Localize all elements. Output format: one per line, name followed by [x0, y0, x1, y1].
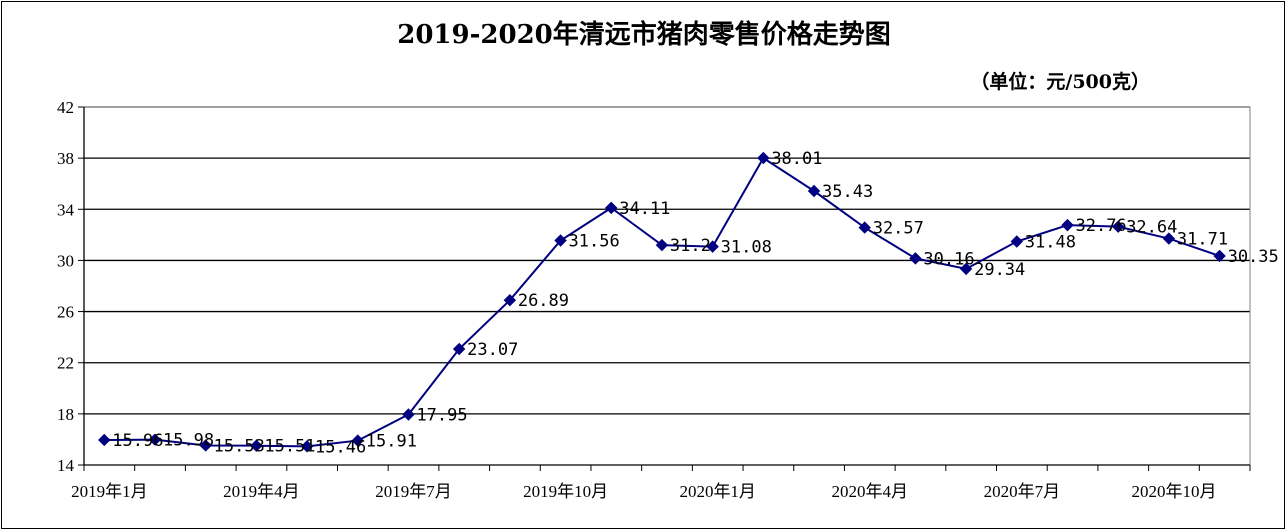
x-tick-label: 2020年4月 [832, 482, 909, 501]
x-tick-label: 2019年7月 [375, 482, 452, 501]
data-point [452, 342, 466, 356]
data-point [858, 221, 871, 234]
data-label: 23.07 [467, 340, 518, 360]
data-label: 30.16 [923, 249, 974, 269]
data-points [98, 151, 1226, 453]
data-point [959, 262, 973, 276]
data-label: 32.76 [1075, 216, 1126, 236]
data-point [909, 252, 922, 265]
data-label: 32.57 [873, 219, 924, 239]
data-label: 31.56 [569, 231, 620, 251]
data-point [300, 440, 314, 453]
data-point [199, 439, 212, 452]
data-point [807, 184, 821, 198]
data-label: 31.08 [721, 238, 772, 258]
data-label: 35.43 [822, 182, 873, 202]
plot-border [83, 106, 1251, 466]
data-point [250, 439, 263, 452]
data-label: 15.96 [112, 431, 163, 451]
data-labels: 15.96 15.98 15.53 15.51 15.46 15.91 17.95 23.07… [112, 149, 1278, 457]
chart-title: 2019-2020年清远市猪肉零售价格走势图 [397, 20, 891, 50]
data-point [1111, 220, 1125, 233]
data-label: 17.95 [416, 405, 467, 425]
x-tick-label: 2019年10月 [523, 482, 608, 501]
y-tick-label: 34 [57, 200, 75, 219]
y-tick-labels: 14 18 22 26 30 34 38 42 [57, 98, 75, 475]
y-tick-label: 18 [57, 405, 74, 424]
data-label: 31.71 [1177, 230, 1228, 250]
x-tick-label: 2020年10月 [1131, 482, 1216, 501]
y-tick-label: 30 [57, 251, 74, 270]
data-label: 31.2 [670, 236, 711, 256]
data-point [1061, 218, 1074, 232]
data-label: 38.01 [771, 149, 822, 169]
data-point [706, 240, 719, 253]
y-tick-label: 22 [57, 354, 74, 373]
data-label: 15.98 [163, 431, 214, 451]
x-tick-label: 2020年7月 [984, 482, 1061, 501]
data-point [98, 433, 111, 447]
data-label: 15.91 [366, 432, 417, 452]
data-point [148, 433, 162, 446]
data-label: 15.53 [214, 436, 265, 456]
data-point [655, 238, 669, 252]
data-point [1213, 249, 1226, 263]
y-tick-label: 42 [57, 98, 74, 117]
data-point [503, 293, 517, 307]
y-tick-label: 26 [57, 303, 74, 322]
data-label: 15.51 [264, 437, 315, 457]
y-tick-label: 38 [57, 149, 74, 168]
x-tick-label: 2019年4月 [223, 482, 300, 501]
x-tick-labels: 2019年1月 2019年4月 2019年7月 2019年10月 2020年1月 2020… [71, 482, 1216, 501]
data-label: 30.35 [1228, 247, 1279, 267]
data-label: 31.48 [1025, 233, 1076, 253]
unit-label: （单位：元/500克） [970, 71, 1150, 93]
data-label: 32.64 [1126, 218, 1177, 238]
y-tick-label: 14 [57, 456, 75, 475]
data-label: 15.46 [315, 437, 366, 457]
gridlines [84, 106, 1250, 415]
data-label: 26.89 [518, 291, 569, 311]
data-label: 34.11 [619, 199, 670, 219]
data-label: 29.34 [974, 260, 1025, 280]
axes [78, 106, 1251, 471]
data-point [1162, 232, 1176, 245]
data-point [402, 408, 415, 421]
data-point [554, 234, 567, 247]
x-tick-label: 2019年1月 [71, 482, 148, 501]
data-point [605, 201, 618, 215]
x-tick-label: 2020年1月 [679, 482, 756, 501]
data-point [1010, 235, 1024, 248]
data-point [757, 151, 770, 165]
data-point [351, 434, 364, 447]
